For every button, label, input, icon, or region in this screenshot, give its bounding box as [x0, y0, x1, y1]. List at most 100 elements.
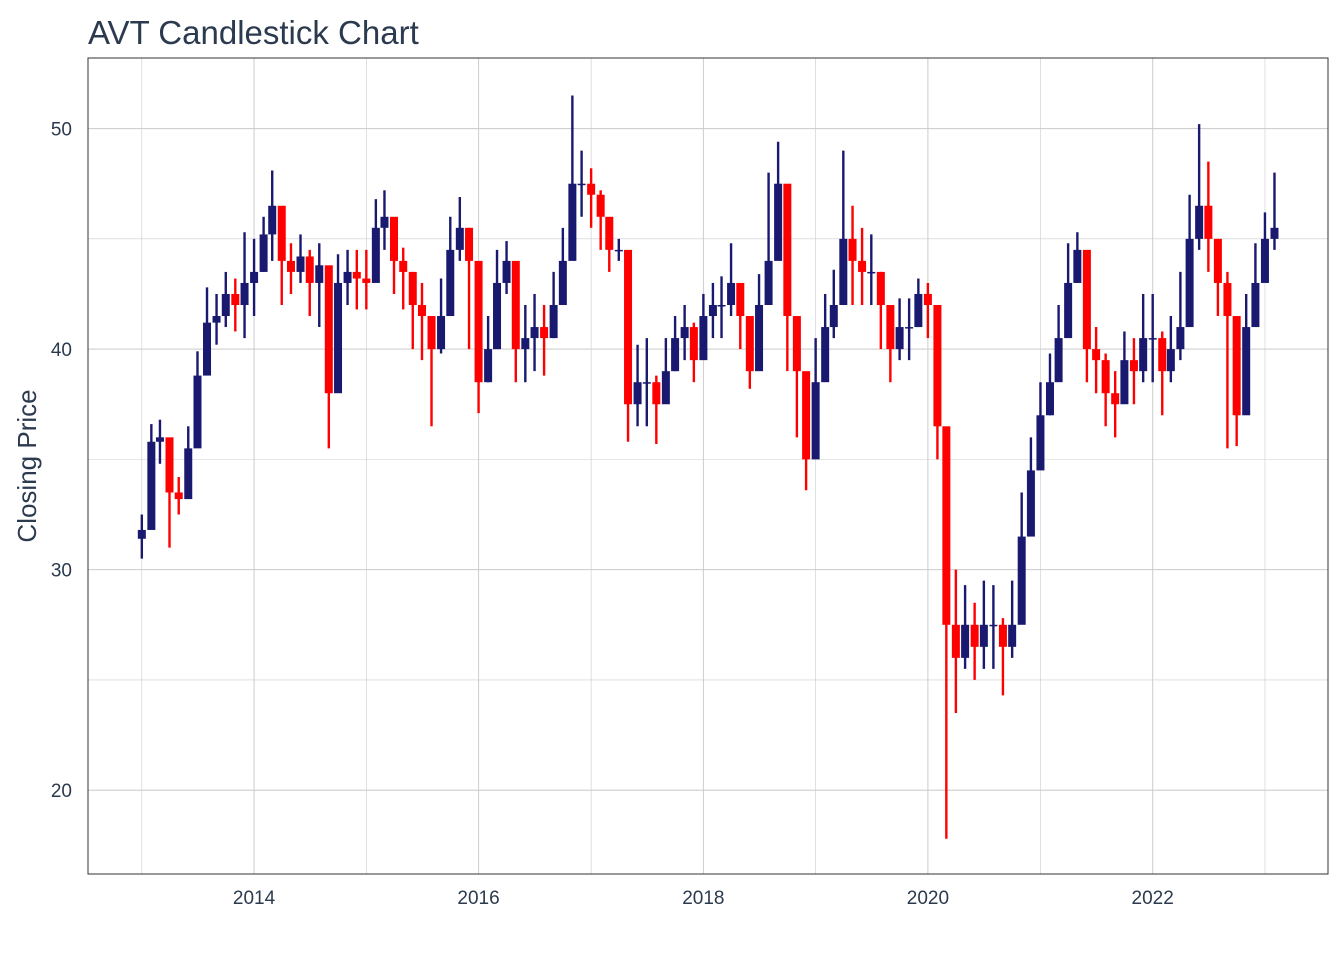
candle-body	[259, 234, 268, 272]
candle-body	[821, 327, 830, 383]
candle-body	[745, 316, 754, 372]
candle-body	[1242, 327, 1251, 416]
candle-body	[334, 282, 343, 394]
candle-body	[1204, 205, 1213, 239]
candle-body	[147, 441, 156, 530]
candle-body	[1073, 249, 1082, 283]
candle-body	[540, 327, 549, 339]
candle-body	[1101, 360, 1110, 394]
x-tick-label: 2022	[1132, 888, 1174, 909]
candles	[137, 95, 1279, 839]
candle-body	[417, 305, 426, 317]
candle-body	[362, 278, 371, 283]
candle-body	[1223, 282, 1232, 317]
candle-body	[1026, 470, 1035, 537]
candle-body	[717, 305, 726, 307]
candle-body	[1092, 349, 1101, 361]
candle-body	[165, 437, 174, 493]
y-tick-label: 50	[51, 120, 72, 141]
candle-body	[558, 260, 567, 306]
candle-body	[961, 624, 970, 658]
candle-body	[1260, 238, 1269, 283]
y-tick-label: 40	[51, 340, 72, 361]
candle-body	[942, 426, 951, 625]
candle-body	[792, 316, 801, 372]
candle-body	[1120, 360, 1129, 405]
candle-body	[250, 271, 259, 283]
candle-body	[858, 260, 867, 272]
candle-body	[1195, 205, 1204, 239]
candle-body	[268, 205, 277, 235]
chart-title: AVT Candlestick Chart	[88, 14, 419, 51]
candle-body	[699, 316, 708, 361]
candle-body	[203, 322, 212, 376]
candle-body	[979, 624, 988, 647]
candle-body	[970, 624, 979, 647]
candle-body	[596, 194, 605, 217]
candle-body	[549, 305, 558, 339]
candle-body	[633, 382, 642, 405]
candle-body	[530, 327, 539, 339]
candle-body	[1185, 238, 1194, 328]
candle-body	[1017, 536, 1026, 625]
candle-body	[1148, 338, 1157, 340]
candle-body	[1082, 249, 1091, 350]
candle-body	[1270, 227, 1279, 239]
candle-body	[493, 282, 502, 350]
x-tick-label: 2020	[907, 888, 949, 909]
candle-body	[1166, 349, 1175, 372]
grid-lines	[88, 58, 1328, 874]
candle-body	[324, 265, 333, 394]
candle-body	[296, 256, 305, 272]
candle-body	[614, 249, 623, 252]
candle-body	[642, 382, 651, 384]
candle-body	[212, 316, 221, 323]
candle-body	[867, 271, 876, 274]
candle-body	[315, 265, 324, 283]
candle-body	[446, 249, 455, 317]
candle-body	[587, 183, 596, 195]
candle-body	[390, 216, 399, 261]
candle-body	[951, 624, 960, 658]
candle-body	[568, 183, 577, 261]
candle-body	[755, 305, 764, 372]
candle-body	[577, 183, 586, 186]
candle-body	[605, 216, 614, 250]
candle-body	[484, 349, 493, 383]
candle-body	[802, 371, 811, 460]
candle-body	[1008, 624, 1017, 647]
candle-body	[437, 316, 446, 350]
candle-body	[811, 382, 820, 460]
candle-body	[829, 305, 838, 328]
candle-body	[1129, 360, 1138, 372]
plot-frame	[87, 57, 1329, 875]
candle-body	[1139, 338, 1148, 372]
candle-body	[155, 437, 164, 442]
candle-body	[671, 338, 680, 372]
candle-body	[137, 529, 146, 539]
candle-body	[652, 382, 661, 405]
candle-body	[521, 338, 530, 350]
candle-body	[465, 227, 474, 261]
candle-body	[998, 624, 1007, 647]
candle-body	[774, 183, 783, 261]
x-tick-label: 2014	[233, 888, 276, 909]
candle-body	[933, 305, 942, 427]
candle-body	[708, 305, 717, 317]
candle-body	[455, 227, 464, 250]
candle-body	[989, 624, 998, 627]
candle-body	[736, 282, 745, 317]
candle-body	[914, 293, 923, 328]
candle-body	[231, 293, 240, 306]
candle-body	[923, 293, 932, 306]
candle-body	[876, 271, 885, 306]
candle-body	[399, 260, 408, 272]
candle-body	[343, 271, 352, 283]
candle-body	[839, 238, 848, 306]
candle-body	[1054, 338, 1063, 383]
candle-body	[184, 448, 193, 500]
candle-body	[624, 249, 633, 405]
candle-body	[1213, 238, 1222, 283]
x-tick-label: 2016	[457, 888, 499, 909]
